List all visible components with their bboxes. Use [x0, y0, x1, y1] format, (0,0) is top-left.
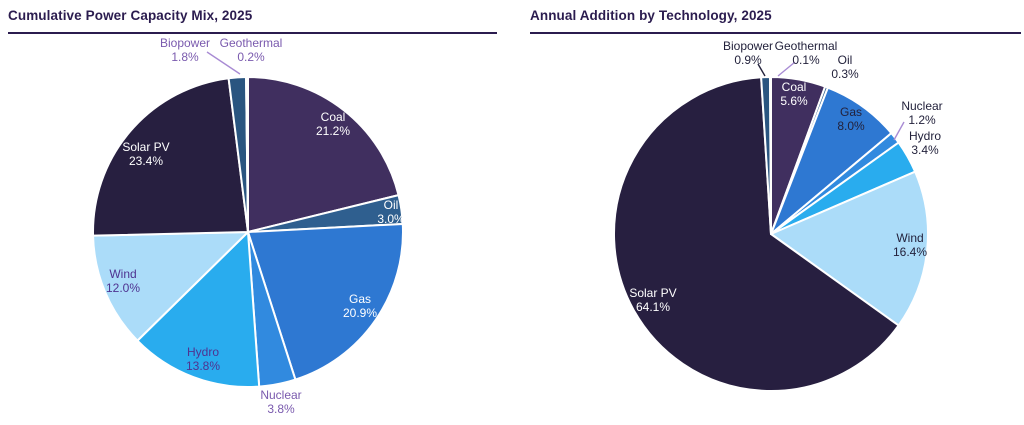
pie-slice-wind — [92, 231, 249, 342]
chart-title-cumulative: Cumulative Power Capacity Mix, 2025 — [8, 8, 253, 23]
pie-label-name-biopower: Biopower — [723, 39, 773, 53]
leader-line-biopower — [757, 63, 766, 77]
pie-label-value-nuclear: 3.8% — [267, 402, 295, 416]
pie-label-name-wind: Wind — [896, 231, 923, 245]
pie-label-value-wind: 16.4% — [893, 245, 927, 259]
pie-label-value-nuclear: 1.2% — [908, 113, 936, 127]
pie-label-name-oil: Oil — [384, 198, 399, 212]
pie-slice-coal — [247, 76, 400, 233]
pie-label-name-coal: Coal — [321, 110, 346, 124]
pie-label-name-oil: Oil — [838, 53, 853, 67]
pie-label-value-gas: 20.9% — [343, 306, 377, 320]
pie-label-value-geothermal: 0.2% — [237, 50, 265, 64]
pie-label-name-wind: Wind — [109, 267, 136, 281]
pie-slice-hydro — [136, 231, 261, 389]
pie-label-name-solar-pv: Solar PV — [122, 140, 169, 154]
panel-annual-addition: Annual Addition by Technology, 2025 Coal… — [512, 0, 1024, 425]
leader-line-biopower — [206, 51, 241, 75]
pie-label-value-geothermal: 0.1% — [792, 53, 820, 67]
pie-label-value-wind: 12.0% — [106, 281, 140, 295]
pie-label-name-nuclear: Nuclear — [901, 99, 942, 113]
pie-label-value-biopower: 0.9% — [734, 53, 762, 67]
pie-label-name-biopower: Biopower — [160, 36, 210, 50]
pie-label-name-hydro: Hydro — [909, 129, 941, 143]
pie-slice-wind — [770, 170, 929, 327]
pie-slice-geothermal — [769, 75, 772, 235]
title-rule-right — [530, 32, 1021, 34]
pie-label-name-nuclear: Nuclear — [260, 388, 301, 402]
pie-label-value-solar-pv: 64.1% — [636, 300, 670, 314]
pie-label-value-coal: 5.6% — [780, 94, 808, 108]
leader-line-nuclear — [893, 121, 905, 141]
pie-label-name-hydro: Hydro — [187, 345, 219, 359]
leader-line-geothermal — [777, 61, 796, 77]
pie-label-value-hydro: 13.8% — [186, 359, 220, 373]
pie-label-value-biopower: 1.8% — [171, 50, 199, 64]
pie-slice-solar-pv — [92, 77, 249, 237]
pie-label-name-gas: Gas — [349, 292, 371, 306]
pie-label-value-oil: 0.3% — [831, 67, 859, 81]
pie-label-value-coal: 21.2% — [316, 124, 350, 138]
chart-title-annual: Annual Addition by Technology, 2025 — [530, 8, 772, 23]
pie-label-value-gas: 8.0% — [837, 119, 865, 133]
pie-label-value-oil: 3.0% — [377, 212, 405, 226]
pie-slice-geothermal — [245, 75, 249, 233]
pie-slice-solar-pv — [613, 76, 900, 392]
pie-label-name-coal: Coal — [782, 80, 807, 94]
pie-slice-gas — [247, 222, 404, 381]
pie-label-name-solar-pv: Solar PV — [629, 286, 676, 300]
pie-label-value-hydro: 3.4% — [911, 143, 939, 157]
pie-label-name-geothermal: Geothermal — [220, 36, 283, 50]
title-rule-left — [8, 32, 497, 34]
panel-cumulative-capacity: Cumulative Power Capacity Mix, 2025 Coal… — [8, 8, 497, 416]
pie-label-value-solar-pv: 23.4% — [129, 154, 163, 168]
pie-label-name-geothermal: Geothermal — [775, 39, 838, 53]
pie-label-name-gas: Gas — [840, 105, 862, 119]
